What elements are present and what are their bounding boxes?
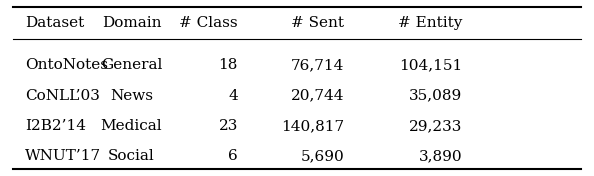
Text: 140,817: 140,817 — [281, 119, 345, 133]
Text: CoNLL’03: CoNLL’03 — [25, 89, 100, 103]
Text: WNUT’17: WNUT’17 — [25, 149, 101, 164]
Text: 29,233: 29,233 — [409, 119, 463, 133]
Text: # Sent: # Sent — [291, 16, 345, 30]
Text: 5,690: 5,690 — [301, 149, 345, 164]
Text: OntoNotes: OntoNotes — [25, 58, 108, 73]
Text: 23: 23 — [219, 119, 238, 133]
Text: # Class: # Class — [179, 16, 238, 30]
Text: 6: 6 — [228, 149, 238, 164]
Text: 76,714: 76,714 — [291, 58, 345, 73]
Text: Social: Social — [108, 149, 155, 164]
Text: Dataset: Dataset — [25, 16, 84, 30]
Text: 18: 18 — [219, 58, 238, 73]
Text: 104,151: 104,151 — [399, 58, 463, 73]
Text: Domain: Domain — [102, 16, 161, 30]
Text: 4: 4 — [228, 89, 238, 103]
Text: 3,890: 3,890 — [419, 149, 463, 164]
Text: # Entity: # Entity — [398, 16, 463, 30]
Text: General: General — [101, 58, 162, 73]
Text: I2B2’14: I2B2’14 — [25, 119, 86, 133]
Text: Medical: Medical — [100, 119, 162, 133]
Text: News: News — [110, 89, 153, 103]
Text: 20,744: 20,744 — [291, 89, 345, 103]
Text: 35,089: 35,089 — [409, 89, 463, 103]
